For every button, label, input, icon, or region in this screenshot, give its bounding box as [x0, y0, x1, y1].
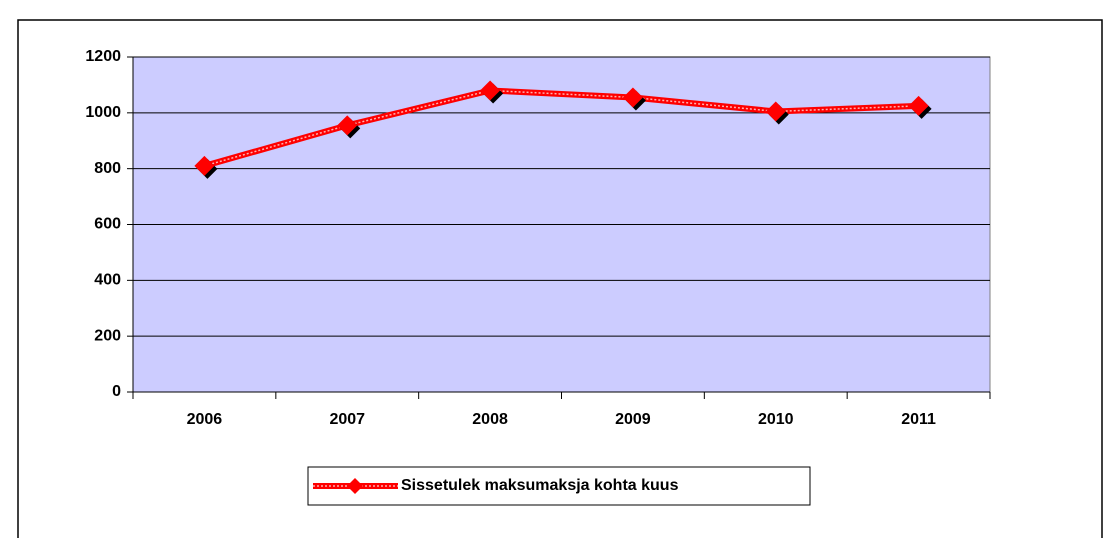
marker — [194, 155, 215, 176]
x-tick-label: 2007 — [329, 411, 365, 428]
y-tick-label: 800 — [94, 160, 121, 177]
y-tick-label: 400 — [94, 272, 121, 289]
x-tick-label: 2008 — [472, 411, 508, 428]
legend-label: Sissetulek maksumaksja kohta kuus — [401, 477, 679, 494]
legend-marker — [347, 478, 363, 494]
data-line-hatch — [204, 89, 919, 167]
marker — [765, 101, 786, 122]
y-tick-label: 200 — [94, 327, 121, 344]
y-tick-label: 1200 — [85, 48, 121, 65]
marker — [337, 115, 358, 136]
x-tick-label: 2010 — [758, 411, 794, 428]
x-tick-label: 2009 — [615, 411, 651, 428]
x-tick-label: 2011 — [901, 411, 936, 428]
marker — [480, 80, 501, 101]
y-tick-label: 0 — [112, 383, 121, 400]
marker — [908, 95, 929, 116]
y-tick-label: 600 — [94, 216, 121, 233]
y-tick-label: 1000 — [85, 104, 121, 121]
x-tick-label: 2006 — [187, 411, 223, 428]
marker — [622, 87, 643, 108]
